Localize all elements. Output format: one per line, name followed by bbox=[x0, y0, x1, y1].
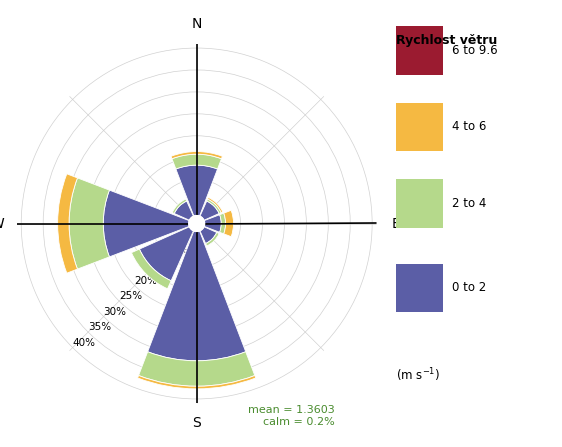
Bar bbox=[207, 198, 223, 213]
Bar bbox=[207, 199, 221, 214]
Bar bbox=[220, 213, 226, 234]
Bar bbox=[396, 264, 443, 312]
Bar bbox=[148, 231, 246, 361]
Bar bbox=[176, 165, 217, 216]
Bar bbox=[172, 154, 221, 169]
Bar bbox=[200, 201, 219, 220]
Text: 0 to 2: 0 to 2 bbox=[452, 281, 486, 295]
Bar bbox=[396, 103, 443, 151]
Bar bbox=[200, 227, 217, 244]
Bar bbox=[206, 232, 219, 246]
Bar bbox=[132, 249, 171, 289]
Bar bbox=[58, 174, 78, 273]
Bar bbox=[396, 179, 443, 228]
Text: (m s$^{-1}$): (m s$^{-1}$) bbox=[396, 367, 440, 384]
Text: mean = 1.3603
calm = 0.2%: mean = 1.3603 calm = 0.2% bbox=[248, 405, 334, 427]
Bar bbox=[224, 211, 234, 236]
Text: Rychlost větru: Rychlost větru bbox=[396, 34, 497, 47]
Bar bbox=[139, 227, 193, 281]
Text: 4 to 6: 4 to 6 bbox=[452, 120, 486, 134]
Bar bbox=[69, 178, 110, 269]
Bar bbox=[204, 215, 221, 232]
Bar bbox=[139, 352, 255, 386]
Bar bbox=[174, 201, 193, 220]
Bar bbox=[396, 26, 443, 75]
Bar bbox=[171, 152, 223, 159]
Polygon shape bbox=[189, 215, 205, 232]
Bar bbox=[138, 375, 256, 389]
Text: 6 to 9.6: 6 to 9.6 bbox=[452, 44, 497, 57]
Bar bbox=[103, 190, 189, 257]
Bar bbox=[173, 199, 187, 214]
Text: 2 to 4: 2 to 4 bbox=[452, 197, 486, 210]
